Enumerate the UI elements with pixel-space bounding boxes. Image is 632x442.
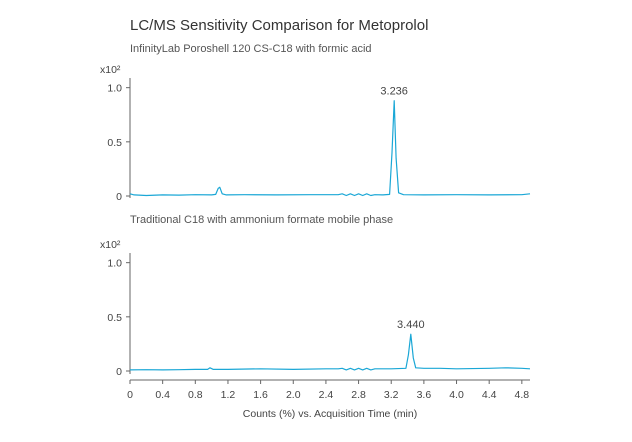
peak-label: 3.236 <box>380 86 408 98</box>
series-line <box>129 100 531 197</box>
y-multiplier-label: x10² <box>100 239 121 251</box>
series-line <box>129 333 531 371</box>
panel-subtitle: InfinityLab Poroshell 120 CS-C18 with fo… <box>130 43 372 55</box>
y-tick-label: 0 <box>116 191 122 203</box>
x-axis: 0 0.4 0.8 1.2 1.6 2.0 2.4 2.8 3.2 3.6 4.0 4.4 4.8 <box>127 379 530 401</box>
x-tick-label: 0 <box>127 389 133 401</box>
y-tick-label: 1.0 <box>107 258 122 270</box>
x-tick-label: 0.4 <box>155 389 170 401</box>
chart-title: LC/MS Sensitivity Comparison for Metopro… <box>130 17 428 34</box>
x-tick-label: 4.4 <box>482 389 497 401</box>
x-tick-label: 4.0 <box>449 389 464 401</box>
x-tick-label: 2.8 <box>351 389 366 401</box>
y-tick-label: 0.5 <box>107 312 122 324</box>
chromatogram-panel-ammonium-formate: Traditional C18 with ammonium formate mo… <box>100 214 531 378</box>
x-tick-label: 4.8 <box>515 389 530 401</box>
y-tick-label: 1.0 <box>107 83 122 95</box>
x-tick-label: 2.4 <box>319 389 334 401</box>
x-tick-label: 2.0 <box>286 389 301 401</box>
x-axis-label: Counts (%) vs. Acquisition Time (min) <box>243 408 417 420</box>
x-tick-label: 1.6 <box>253 389 268 401</box>
x-tick-label: 3.2 <box>384 389 399 401</box>
y-tick-label: 0 <box>116 366 122 378</box>
x-tick-label: 1.2 <box>221 389 236 401</box>
panel-subtitle: Traditional C18 with ammonium formate mo… <box>130 214 393 226</box>
y-multiplier-label: x10² <box>100 64 121 76</box>
chromatogram-panel-formic-acid: InfinityLab Poroshell 120 CS-C18 with fo… <box>100 43 531 203</box>
x-tick-label: 3.6 <box>417 389 432 401</box>
peak-label: 3.440 <box>397 319 425 331</box>
x-tick-label: 0.8 <box>188 389 203 401</box>
y-tick-label: 0.5 <box>107 137 122 149</box>
